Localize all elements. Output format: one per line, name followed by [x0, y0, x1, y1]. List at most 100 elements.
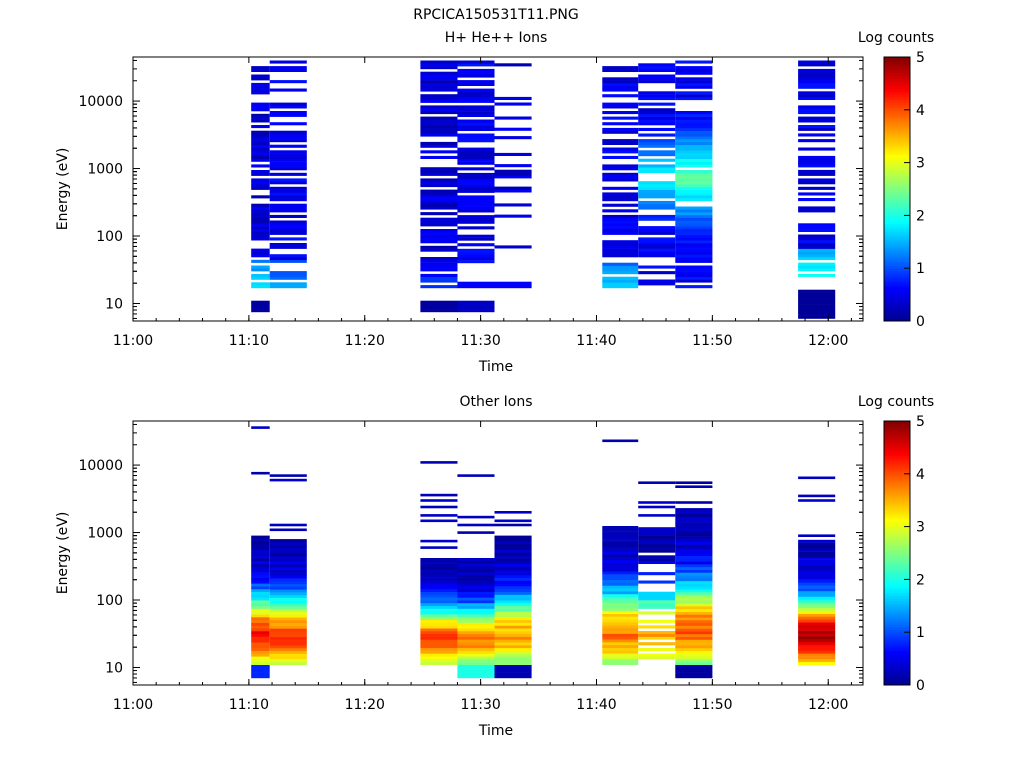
heatmap-cell [420, 309, 458, 313]
heatmap-cell [798, 301, 836, 305]
heatmap-cell [269, 226, 307, 230]
colorbar-swatch [884, 669, 910, 673]
heatmap-cell [675, 524, 713, 528]
heatmap-cell [675, 223, 713, 227]
heatmap-cell [420, 505, 458, 509]
heatmap-cell [420, 80, 458, 84]
heatmap-cell [638, 481, 676, 484]
heatmap-cell [638, 603, 676, 607]
x-tick-label: 11:30 [460, 333, 500, 349]
heatmap-cell [269, 597, 307, 601]
heatmap-cell [798, 579, 836, 583]
heatmap-cell [269, 650, 307, 654]
x-tick-label: 11:20 [345, 333, 385, 349]
heatmap-cell [269, 282, 307, 286]
heatmap-cell [457, 187, 495, 191]
heatmap-cell [269, 555, 307, 559]
colorbar-swatch [884, 199, 910, 203]
heatmap-cell [269, 167, 307, 171]
heatmap-cell [798, 172, 836, 176]
heatmap-cell [602, 139, 639, 143]
heatmap-cell [251, 212, 270, 216]
colorbar-swatch [884, 167, 910, 171]
heatmap-cell [602, 141, 639, 145]
heatmap-cell [251, 560, 270, 564]
heatmap-cell [798, 599, 836, 603]
colorbar-swatch [884, 299, 910, 303]
heatmap-cell [798, 551, 836, 555]
heatmap-cell [675, 198, 713, 202]
colorbar-swatch [884, 634, 910, 638]
colorbar-swatch [884, 236, 910, 240]
heatmap-cell [269, 203, 307, 207]
colorbar-swatch [884, 611, 910, 615]
heatmap-cell [420, 167, 458, 171]
heatmap-cell [251, 580, 270, 584]
heatmap-cell [798, 91, 836, 95]
colorbar-swatch [884, 231, 910, 235]
heatmap-cell [798, 585, 836, 589]
colorbar-swatch [884, 516, 910, 520]
heatmap-cell [457, 675, 495, 679]
heatmap-cell [457, 209, 495, 213]
y-tick-label: 10000 [78, 94, 123, 110]
heatmap-cell [457, 515, 495, 519]
heatmap-cell [798, 627, 836, 631]
heatmap-cell [675, 650, 713, 654]
heatmap-cell [798, 127, 836, 131]
colorbar-swatch [884, 436, 910, 440]
heatmap-cell [675, 625, 713, 629]
heatmap-cell [269, 155, 307, 159]
heatmap-cells [251, 60, 836, 319]
heatmap-cell [420, 119, 458, 123]
heatmap-cell [602, 608, 639, 612]
heatmap-cell [798, 82, 836, 86]
heatmap-cell [251, 170, 270, 174]
colorbar-swatch [884, 505, 910, 509]
heatmap-cell [602, 528, 639, 532]
heatmap-cell [675, 675, 713, 679]
heatmap-cell [675, 594, 713, 598]
heatmap-cell [638, 572, 676, 576]
heatmap-cell [457, 243, 495, 247]
heatmap-cell [602, 534, 639, 538]
colorbar-swatch [884, 560, 910, 564]
heatmap-cell [494, 594, 532, 598]
heatmap-cell [251, 608, 270, 612]
heatmap-cell [251, 130, 270, 134]
y-tick-label: 100 [96, 593, 123, 609]
heatmap-cell [494, 552, 532, 556]
heatmap-cell [457, 569, 495, 573]
heatmap-cell [251, 303, 270, 307]
heatmap-cell [602, 85, 639, 89]
colorbar-swatch [884, 510, 910, 514]
heatmap-cell [420, 240, 458, 244]
heatmap-cell [269, 567, 307, 571]
heatmap-cell [251, 591, 270, 595]
heatmap-cell [798, 562, 836, 566]
heatmap-cell [675, 575, 713, 579]
colorbar-swatch [884, 257, 910, 261]
heatmap-cell [675, 592, 713, 596]
heatmap-cell [494, 535, 532, 539]
heatmap-cell [602, 172, 639, 176]
heatmap-cell [638, 102, 676, 106]
heatmap-cell [675, 214, 713, 218]
heatmap-cell [457, 628, 495, 632]
heatmap-cell [251, 88, 270, 92]
heatmap-cell [420, 622, 458, 626]
heatmap-cell [457, 99, 495, 103]
heatmap-cell [457, 74, 495, 78]
heatmap-cell [457, 217, 495, 221]
heatmap-cell [638, 226, 676, 230]
heatmap-cell [675, 139, 713, 143]
heatmap-cell [420, 116, 458, 120]
heatmap-cell [457, 281, 495, 286]
colorbar-swatch [884, 128, 910, 132]
heatmap-cell [420, 133, 458, 137]
colorbar-tick-label: 4 [916, 103, 925, 119]
heatmap-cell [457, 201, 495, 205]
heatmap-cell [420, 619, 458, 623]
heatmap-cell [494, 563, 532, 567]
heatmap-cell [269, 589, 307, 593]
